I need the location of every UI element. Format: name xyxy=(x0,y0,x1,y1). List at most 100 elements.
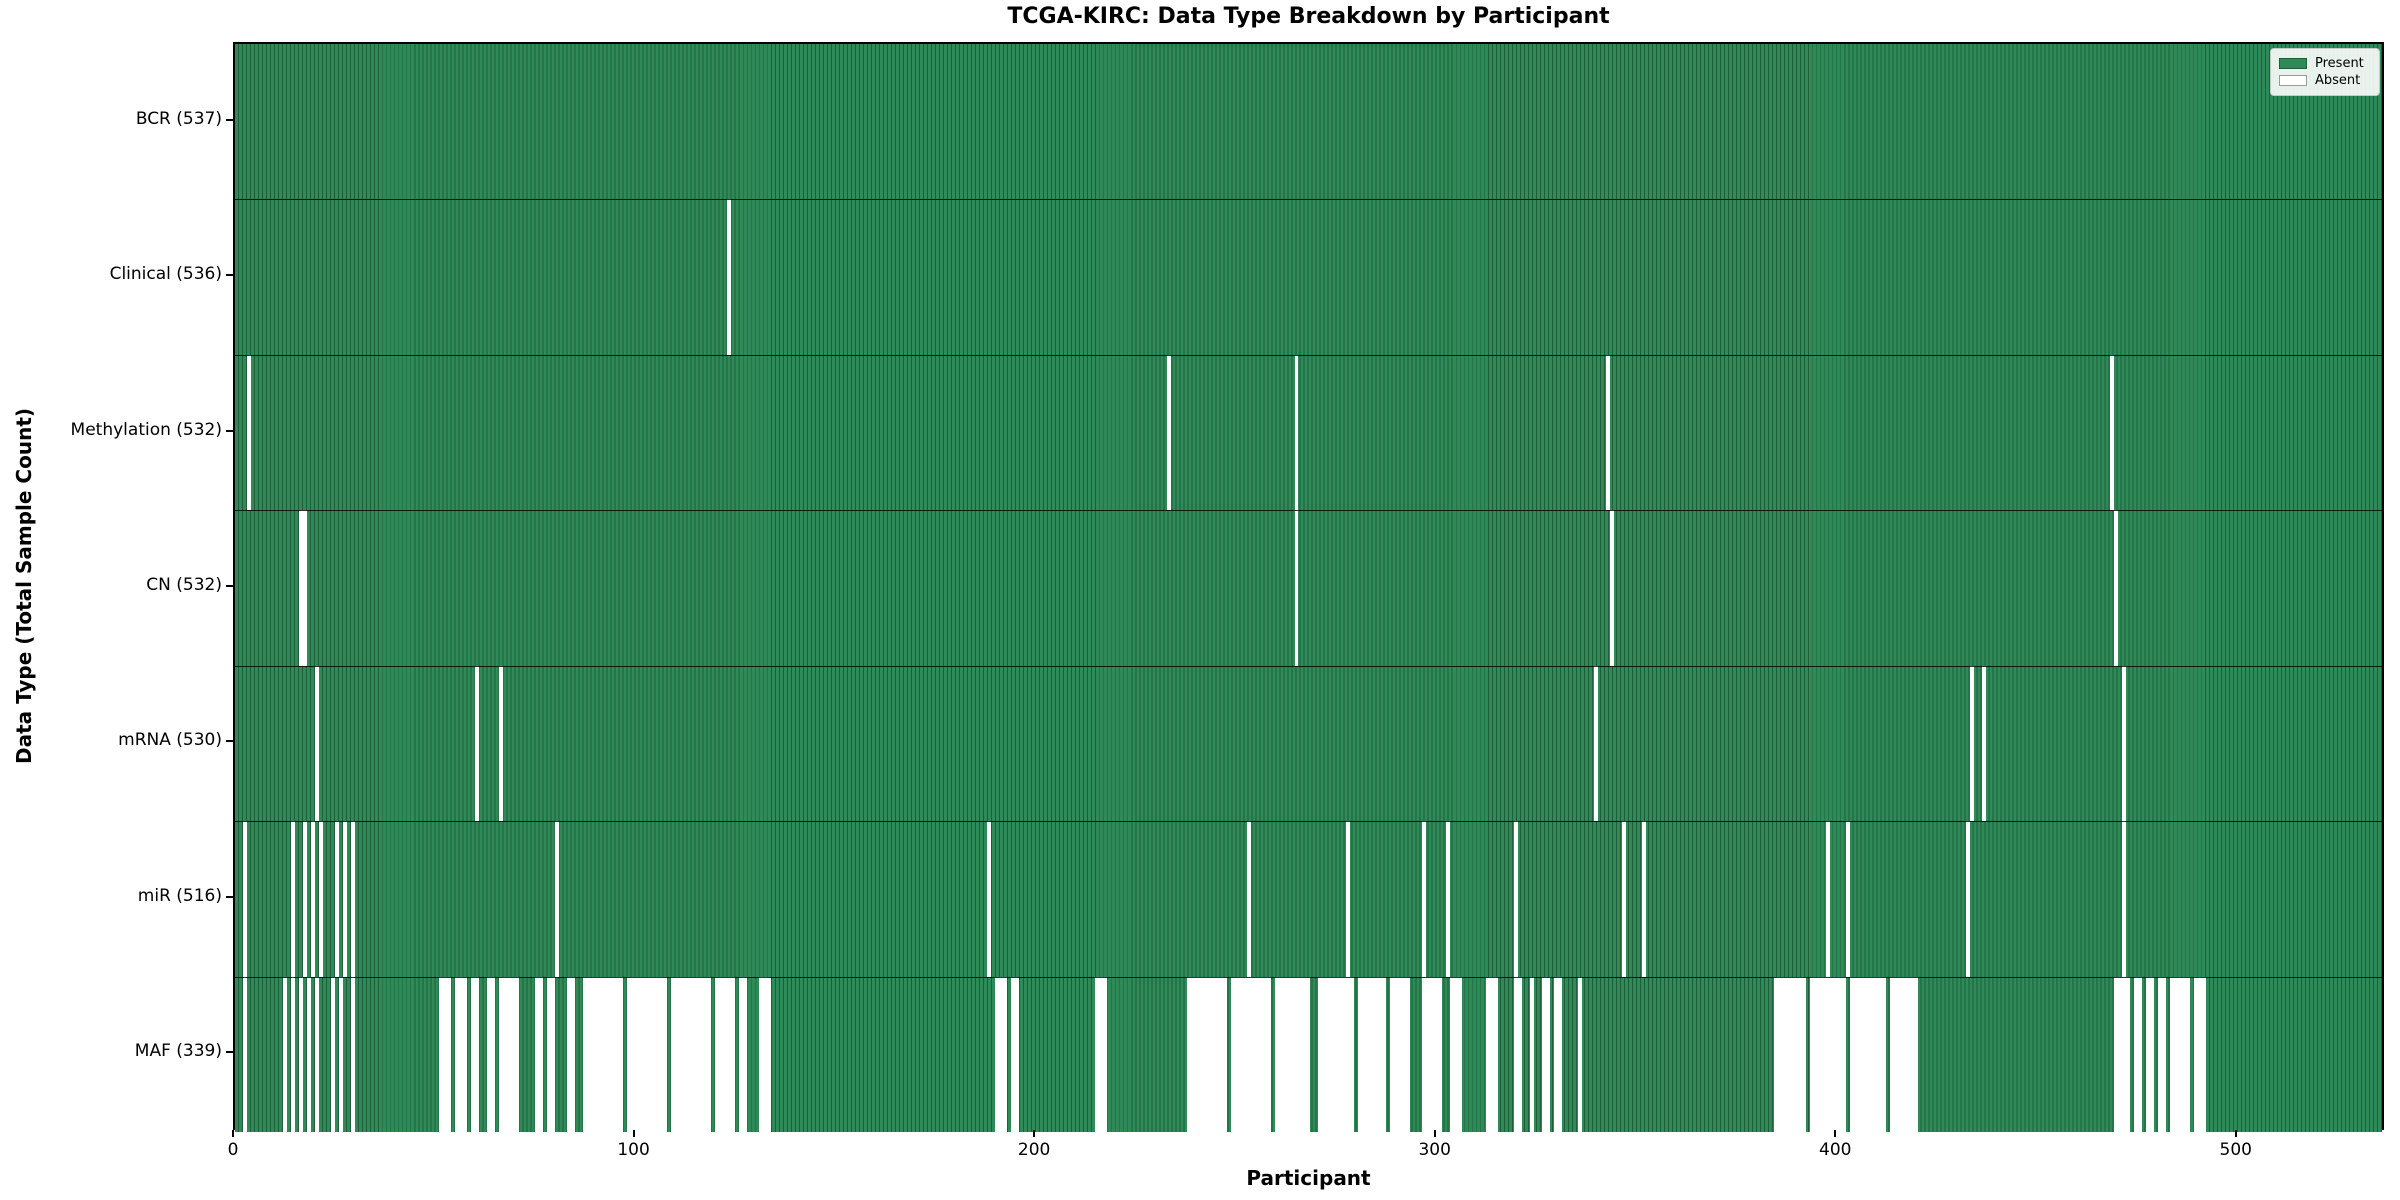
absent-stripe xyxy=(330,976,335,1132)
legend-entry-absent: Absent xyxy=(2279,72,2371,89)
row-separator xyxy=(235,976,2382,978)
absent-stripe xyxy=(554,821,559,977)
absent-stripe xyxy=(310,821,315,977)
absent-stripe xyxy=(1358,976,1387,1132)
absent-stripe xyxy=(486,976,495,1132)
absent-stripe xyxy=(306,976,311,1132)
absent-stripe xyxy=(582,976,623,1132)
absent-stripe xyxy=(470,976,479,1132)
absent-stripe xyxy=(2170,976,2191,1132)
absent-stripe xyxy=(758,976,771,1132)
absent-stripe xyxy=(1774,976,1807,1132)
row-separator xyxy=(235,665,2382,667)
absent-swatch xyxy=(2279,75,2307,86)
x-tick-label-500: 500 xyxy=(2219,1140,2253,1160)
y-tick-label-miR: miR (516) xyxy=(137,885,222,906)
absent-stripe xyxy=(1274,976,1311,1132)
absent-stripe xyxy=(2114,510,2119,666)
absent-stripe xyxy=(242,976,247,1132)
absent-stripe xyxy=(1318,976,1355,1132)
absent-stripe xyxy=(1166,354,1171,511)
absent-stripe xyxy=(474,665,479,822)
row-Methylation xyxy=(235,354,2382,511)
absent-stripe xyxy=(1850,976,1887,1132)
absent-stripe xyxy=(1610,510,1615,666)
absent-stripe xyxy=(1514,976,1523,1132)
row-mRNA xyxy=(235,665,2382,822)
legend-entry-present: Present xyxy=(2279,55,2371,72)
absent-stripe xyxy=(1422,821,1427,977)
absent-stripe xyxy=(714,976,735,1132)
absent-stripe xyxy=(302,821,307,977)
plot-area xyxy=(233,42,2384,1132)
absent-stripe xyxy=(282,976,287,1132)
absent-stripe xyxy=(1094,976,1107,1132)
row-separator xyxy=(235,510,2382,512)
y-tick-mark xyxy=(226,1051,233,1054)
absent-stripe xyxy=(350,976,355,1132)
absent-stripe xyxy=(1422,976,1443,1132)
absent-stripe xyxy=(1810,976,1847,1132)
absent-stripe xyxy=(338,976,343,1132)
absent-stripe xyxy=(1642,821,1647,977)
row-BCR xyxy=(235,44,2382,200)
y-tick-label-BCR: BCR (537) xyxy=(135,108,222,129)
x-tick-mark xyxy=(2234,1130,2237,1137)
absent-stripe xyxy=(318,821,323,977)
x-tick-label-300: 300 xyxy=(1418,1140,1451,1160)
absent-stripe xyxy=(1826,821,1831,977)
x-tick-label-0: 0 xyxy=(227,1140,239,1160)
absent-stripe xyxy=(994,976,1007,1132)
y-tick-label-MAF: MAF (339) xyxy=(134,1041,222,1062)
absent-stripe xyxy=(1530,976,1535,1132)
absent-stripe xyxy=(2114,976,2131,1132)
absent-stripe xyxy=(1010,976,1019,1132)
absent-stripe xyxy=(438,976,451,1132)
x-tick-mark xyxy=(232,1130,234,1137)
absent-stripe xyxy=(1554,976,1563,1132)
y-tick-mark xyxy=(226,585,233,587)
absent-stripe xyxy=(1450,976,1463,1132)
absent-stripe xyxy=(534,976,543,1132)
absent-stripe xyxy=(2134,976,2143,1132)
absent-stripe xyxy=(546,976,555,1132)
x-axis-label: Participant xyxy=(1246,1166,1371,1190)
absent-stripe xyxy=(342,821,347,977)
absent-stripe xyxy=(498,665,503,822)
row-separator xyxy=(235,354,2382,356)
absent-stripe xyxy=(314,665,319,822)
absent-stripe xyxy=(246,354,251,511)
y-tick-mark xyxy=(226,118,233,121)
absent-stripe xyxy=(1594,665,1599,822)
y-tick-mark xyxy=(226,895,233,898)
x-tick-mark xyxy=(1433,1130,1436,1137)
absent-stripe xyxy=(1622,821,1627,977)
absent-stripe xyxy=(2146,976,2155,1132)
y-tick-label-mRNA: mRNA (530) xyxy=(118,730,222,751)
absent-stripe xyxy=(1982,665,1987,822)
absent-stripe xyxy=(2110,354,2115,511)
absent-stripe xyxy=(1966,821,1971,977)
x-tick-label-200: 200 xyxy=(1017,1140,1051,1160)
legend: Present Absent xyxy=(2270,48,2380,96)
absent-stripe xyxy=(738,976,747,1132)
absent-stripe xyxy=(1346,821,1351,977)
absent-stripe xyxy=(1542,976,1551,1132)
absent-stripe xyxy=(2158,976,2167,1132)
chart-title: TCGA-KIRC: Data Type Breakdown by Partic… xyxy=(1007,4,1610,29)
y-tick-mark xyxy=(226,429,233,432)
absent-stripe xyxy=(2122,665,2127,822)
legend-label-absent: Absent xyxy=(2315,73,2361,88)
x-tick-mark xyxy=(1033,1130,1036,1137)
y-tick-label-Methylation: Methylation (532) xyxy=(70,419,222,440)
absent-stripe xyxy=(1578,976,1583,1132)
absent-stripe xyxy=(726,199,731,355)
x-tick-mark xyxy=(632,1130,635,1137)
x-tick-mark xyxy=(1834,1130,1837,1137)
absent-stripe xyxy=(1294,354,1299,511)
y-tick-mark xyxy=(226,740,233,743)
absent-stripe xyxy=(298,976,303,1132)
absent-stripe xyxy=(350,821,355,977)
legend-label-present: Present xyxy=(2315,56,2364,71)
absent-stripe xyxy=(986,821,991,977)
